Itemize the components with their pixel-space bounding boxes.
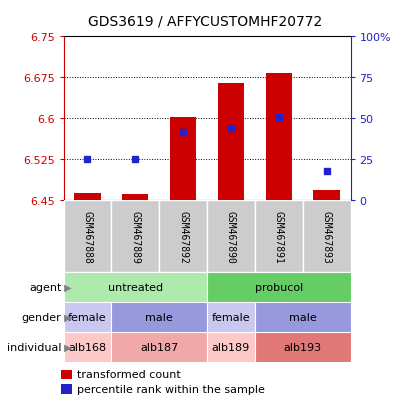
Text: ▶: ▶ — [61, 282, 72, 292]
Bar — [111, 302, 207, 332]
Bar — [122, 195, 148, 200]
Bar — [63, 302, 111, 332]
Text: untreated: untreated — [108, 282, 162, 292]
Bar — [170, 118, 196, 200]
Text: female: female — [68, 312, 106, 322]
Text: individual: individual — [7, 342, 61, 352]
Text: transformed count: transformed count — [76, 369, 180, 379]
Text: female: female — [211, 312, 249, 322]
Text: GSM467893: GSM467893 — [321, 210, 331, 263]
Bar — [207, 302, 254, 332]
Bar — [302, 200, 350, 273]
Text: GSM467888: GSM467888 — [82, 210, 92, 263]
Bar — [63, 200, 111, 273]
Text: GDS3619 / AFFYCUSTOMHF20772: GDS3619 / AFFYCUSTOMHF20772 — [88, 14, 321, 28]
Bar — [61, 385, 72, 394]
Text: gender: gender — [22, 312, 61, 322]
Text: male: male — [145, 312, 173, 322]
Bar — [207, 273, 350, 302]
Bar — [217, 84, 243, 200]
Bar — [207, 332, 254, 362]
Text: alb187: alb187 — [140, 342, 178, 352]
Text: GSM467891: GSM467891 — [273, 210, 283, 263]
Bar — [159, 200, 207, 273]
Bar — [265, 74, 291, 200]
Text: alb168: alb168 — [68, 342, 106, 352]
Text: GSM467892: GSM467892 — [178, 210, 188, 263]
Text: probucol: probucol — [254, 282, 302, 292]
Bar — [207, 200, 254, 273]
Bar — [313, 190, 339, 200]
Text: GSM467889: GSM467889 — [130, 210, 140, 263]
Bar — [254, 200, 302, 273]
Text: alb189: alb189 — [211, 342, 249, 352]
Bar — [63, 332, 111, 362]
Text: agent: agent — [29, 282, 61, 292]
Text: GSM467890: GSM467890 — [225, 210, 236, 263]
Bar — [254, 302, 350, 332]
Bar — [111, 332, 207, 362]
Text: alb193: alb193 — [283, 342, 321, 352]
Text: male: male — [288, 312, 316, 322]
Bar — [111, 200, 159, 273]
Bar — [63, 273, 207, 302]
Bar — [74, 193, 100, 200]
Text: ▶: ▶ — [61, 342, 72, 352]
Bar — [61, 370, 72, 379]
Text: ▶: ▶ — [61, 312, 72, 322]
Bar — [254, 332, 350, 362]
Text: percentile rank within the sample: percentile rank within the sample — [76, 384, 264, 394]
